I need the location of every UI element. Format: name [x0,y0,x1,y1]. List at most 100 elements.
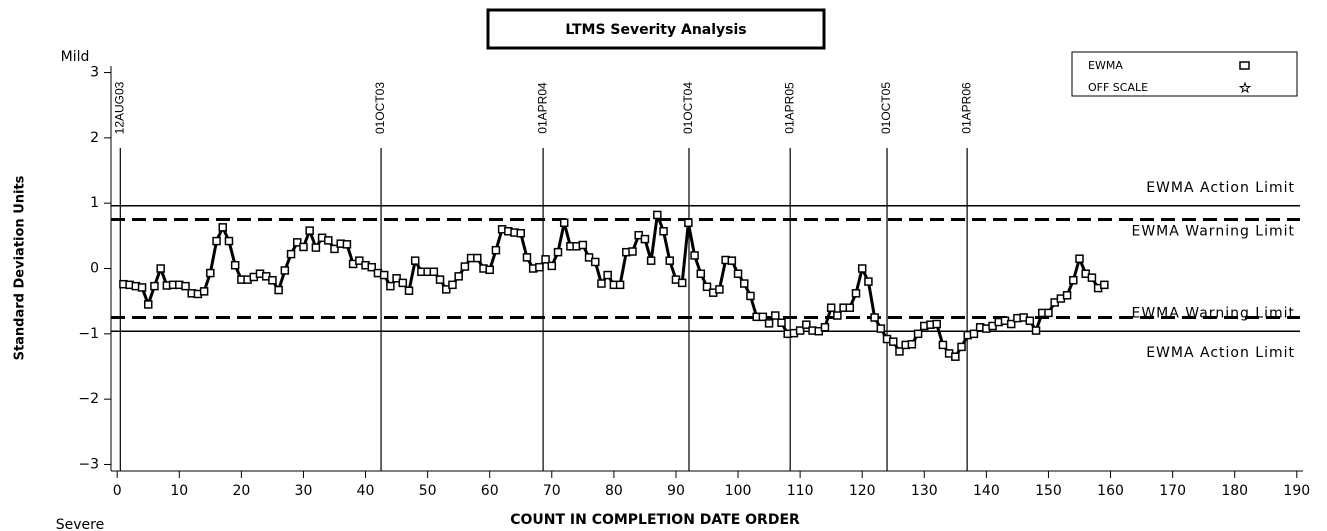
point-marker [224,236,234,246]
y-tick-label: −3 [78,456,99,472]
point-marker [156,264,165,273]
point-marker [733,269,743,278]
point-marker [677,278,687,288]
x-tick-label: 60 [481,483,499,499]
point-marker [746,291,755,301]
point-marker [578,240,588,250]
point-marker [218,223,227,232]
point-marker [199,287,209,296]
point-marker [324,236,333,245]
x-tick-label: 70 [543,483,561,499]
y-tick-label: 0 [90,261,99,277]
point-marker [889,337,898,346]
point-marker [938,340,948,350]
point-marker [559,218,569,228]
point-marker [1087,273,1097,282]
point-marker [653,210,662,220]
point-marker [820,323,830,332]
point-marker [1062,291,1072,300]
limit-label: EWMA Action Limit [1146,180,1295,196]
point-marker [206,268,215,278]
date-label: 12AUG03 [112,81,126,134]
legend-marker [1239,61,1250,70]
y-axis-label: Standard Deviation Units [13,175,28,360]
point-marker [429,267,439,277]
point-marker [150,281,159,291]
point-marker [795,326,805,335]
point-marker [305,226,314,235]
point-marker [1031,326,1041,335]
point-marker [553,247,563,257]
point-marker [485,265,494,275]
point-marker [379,270,389,280]
point-marker [876,324,886,333]
point-marker [715,285,724,294]
x-tick-label: 90 [667,483,685,499]
point-marker [646,256,656,265]
point-marker [864,277,873,286]
point-marker [665,256,674,265]
point-marker [932,319,941,329]
x-tick-label: 30 [295,483,313,499]
point-marker [1100,280,1109,290]
point-marker [740,279,749,288]
point-marker [473,253,482,263]
point-marker [293,238,302,247]
point-marker [274,285,283,295]
point-marker [758,312,768,322]
point-marker [696,269,706,278]
point-marker [727,256,737,265]
point-marker [777,318,786,327]
title-box [486,8,826,50]
y-bottom-label: Severe [56,517,104,531]
point-marker [857,264,867,273]
point-marker [330,244,339,254]
point-marker [398,278,408,288]
y-tick-label: −2 [78,391,99,407]
point-marker [460,262,470,271]
point-marker [771,311,780,320]
point-marker [355,256,364,265]
point-marker [640,234,650,244]
point-marker [895,347,904,356]
point-marker [628,247,637,256]
x-tick-label: 20 [232,483,250,499]
date-label: 01OCT05 [879,82,893,134]
x-tick-label: 120 [849,483,876,499]
x-tick-label: 150 [1035,483,1062,499]
point-marker [851,289,861,298]
point-marker [442,285,451,294]
point-marker [299,242,308,252]
x-tick-label: 160 [1097,483,1124,499]
point-marker [826,303,836,312]
point-marker [913,329,923,339]
point-marker [516,228,525,238]
point-marker [684,218,693,228]
point-marker [833,311,842,320]
point-marker [392,274,401,283]
point-marker [870,313,879,322]
point-marker [907,340,917,349]
point-marker [951,352,960,361]
date-label: 01OCT04 [681,82,695,134]
y-tick-label: 1 [90,195,99,211]
point-marker [286,249,296,259]
limit-label: EWMA Warning Limit [1131,224,1295,240]
point-marker [690,251,699,260]
date-label: 01OCT03 [373,82,387,134]
point-marker [435,275,445,284]
point-marker [1075,254,1084,263]
point-marker [342,240,352,249]
x-tick-label: 40 [357,483,375,499]
point-marker [448,280,457,290]
date-label: 01APR06 [959,82,973,134]
x-tick-label: 180 [1221,483,1248,499]
y-tick-label: 3 [90,65,99,81]
point-marker [802,320,811,329]
point-marker [615,280,625,290]
point-marker [597,279,606,288]
point-marker [268,276,277,285]
point-marker [845,303,855,312]
point-marker [410,256,420,265]
x-tick-label: 100 [725,483,752,499]
